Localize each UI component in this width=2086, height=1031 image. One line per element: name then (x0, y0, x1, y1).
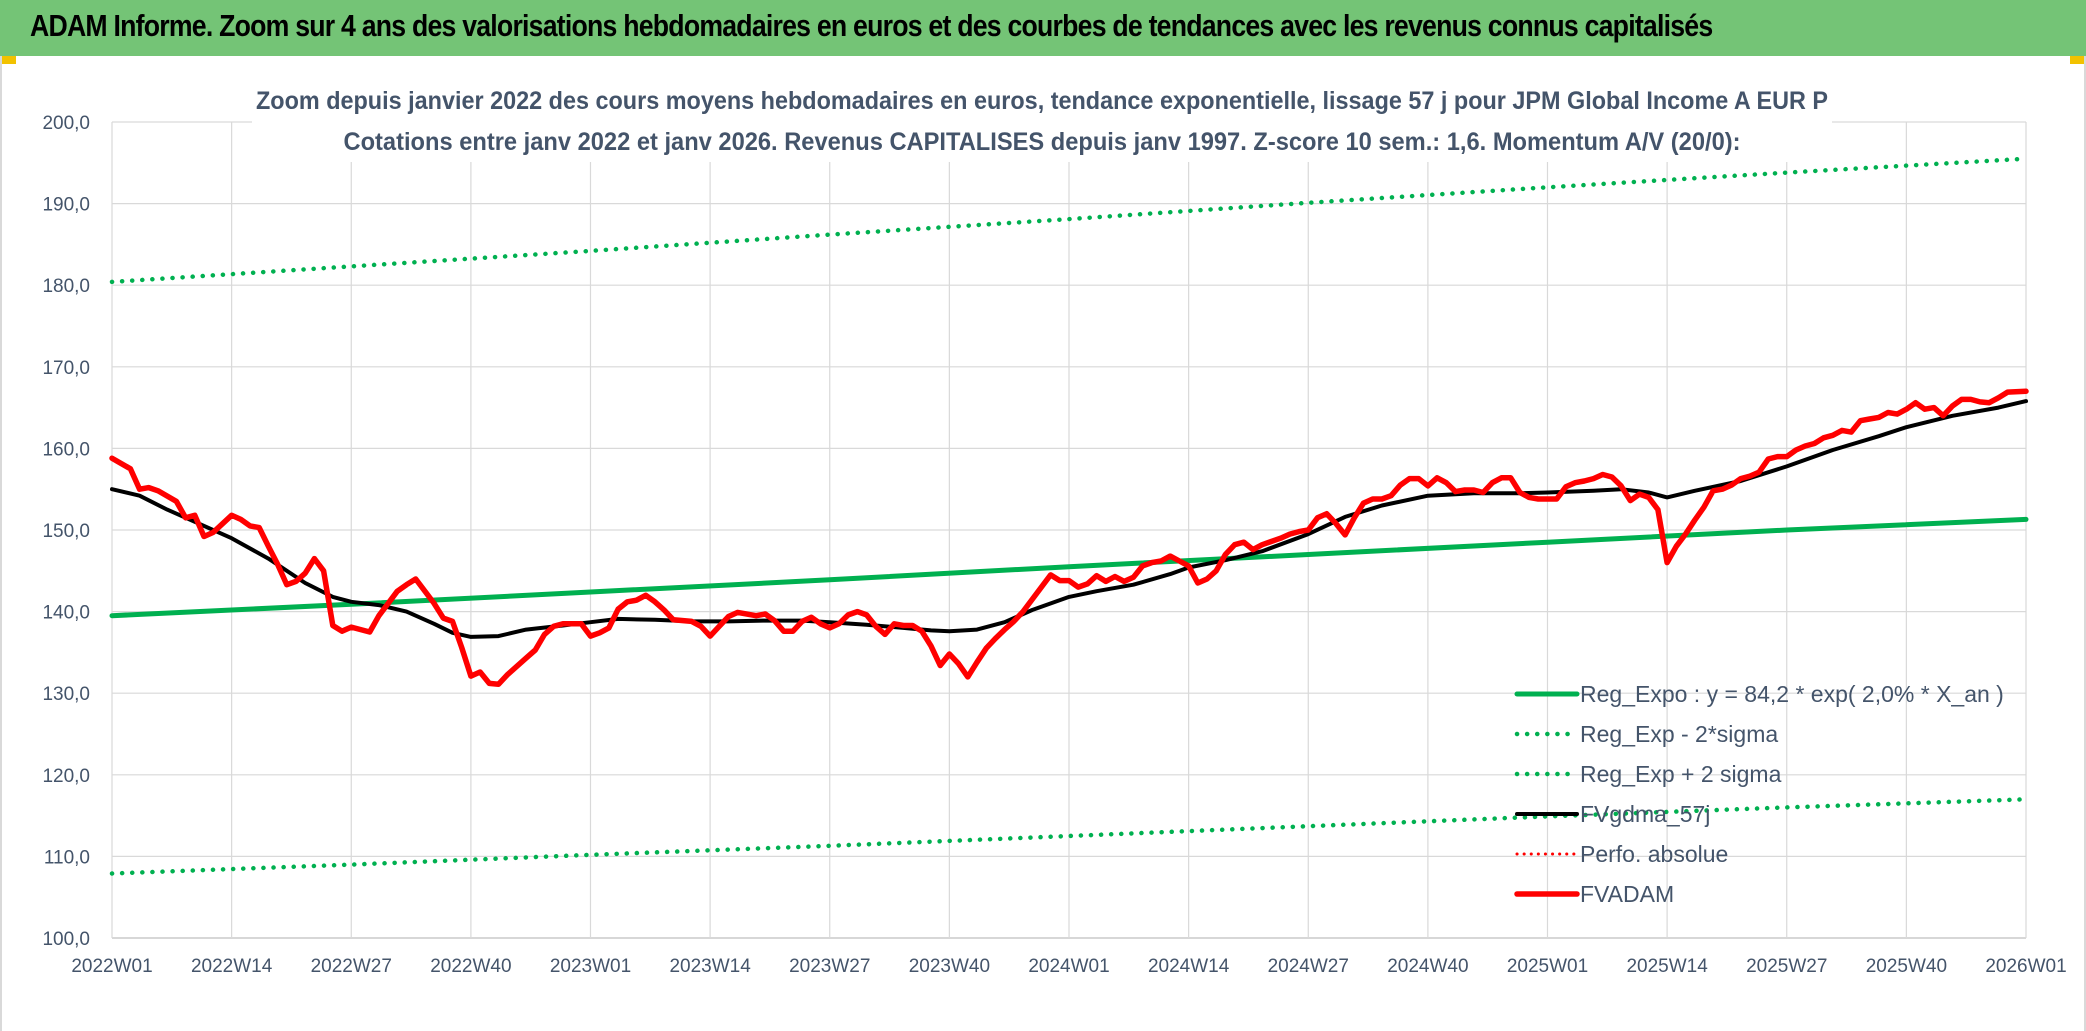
legend-fvgdma-label: FVgdma_57j (1580, 801, 1710, 827)
chart-title: Zoom depuis janvier 2022 des cours moyen… (256, 87, 1828, 115)
upper-sigma-band (109, 156, 2029, 285)
y-axis-ticks: 100,0 110,0 120,0 130,0 140,0 150,0 160,0 170,0… (42, 113, 90, 950)
chart-subtitle: Cotations entre janv 2022 et janv 2026. … (344, 128, 1741, 156)
y-tick-label: 200,0 (42, 113, 90, 134)
y-tick-label: 150,0 (42, 521, 90, 542)
y-tick-label: 130,0 (42, 684, 90, 705)
corner-marker-left (2, 56, 16, 64)
legend-upper-sigma-label: Reg_Exp + 2 sigma (1580, 761, 1782, 787)
y-tick-label: 180,0 (42, 276, 90, 297)
x-tick-label: 2024W14 (1148, 956, 1230, 977)
x-tick-label: 2022W14 (191, 956, 273, 977)
x-tick-label: 2024W40 (1387, 956, 1468, 977)
line-chart: 100,0 110,0 120,0 130,0 140,0 150,0 160,0 170,0… (42, 80, 2067, 977)
y-tick-label: 170,0 (42, 358, 90, 379)
y-tick-label: 100,0 (42, 929, 90, 950)
corner-marker-right (2070, 56, 2084, 64)
chart-series (109, 156, 2029, 876)
x-tick-label: 2024W01 (1028, 956, 1109, 977)
chart-frame: 100,0 110,0 120,0 130,0 140,0 150,0 160,0 170,0… (0, 56, 2086, 1031)
legend-fvadam-label: FVADAM (1580, 881, 1674, 907)
x-tick-label: 2025W14 (1626, 956, 1708, 977)
lower-sigma-band (109, 797, 2029, 876)
x-tick-label: 2023W27 (789, 956, 870, 977)
y-tick-label: 190,0 (42, 195, 90, 216)
x-tick-label: 2023W14 (669, 956, 751, 977)
legend-lower-sigma-label: Reg_Exp - 2*sigma (1580, 721, 1778, 747)
fvadam-line (109, 388, 2029, 687)
x-tick-label: 2025W01 (1507, 956, 1588, 977)
x-tick-label: 2022W01 (71, 956, 152, 977)
legend-perfo-absolue-label: Perfo. absolue (1580, 841, 1728, 867)
x-axis-ticks: 2022W01 2022W14 2022W27 2022W40 2023W01 2023W… (71, 956, 2066, 977)
y-tick-label: 160,0 (42, 439, 90, 460)
y-tick-label: 120,0 (42, 766, 90, 787)
x-tick-label: 2022W27 (311, 956, 392, 977)
x-tick-label: 2025W27 (1746, 956, 1827, 977)
x-tick-label: 2024W27 (1268, 956, 1349, 977)
fvgdma-57j-line (110, 399, 2028, 639)
title-background (252, 80, 1832, 162)
report-banner: ADAM Informe. Zoom sur 4 ans des valoris… (0, 0, 2086, 56)
x-tick-label: 2023W01 (550, 956, 631, 977)
x-tick-label: 2026W01 (1985, 956, 2066, 977)
chart-legend: Reg_Expo : y = 84,2 * exp( 2,0% * X_an )… (1514, 681, 2004, 907)
x-tick-label: 2025W40 (1866, 956, 1947, 977)
y-tick-label: 110,0 (44, 847, 90, 868)
report-title: ADAM Informe. Zoom sur 4 ans des valoris… (30, 8, 1713, 43)
y-tick-label: 140,0 (42, 603, 90, 624)
x-tick-label: 2023W40 (909, 956, 990, 977)
legend-reg-expo-label: Reg_Expo : y = 84,2 * exp( 2,0% * X_an ) (1580, 681, 2004, 707)
x-tick-label: 2022W40 (430, 956, 511, 977)
